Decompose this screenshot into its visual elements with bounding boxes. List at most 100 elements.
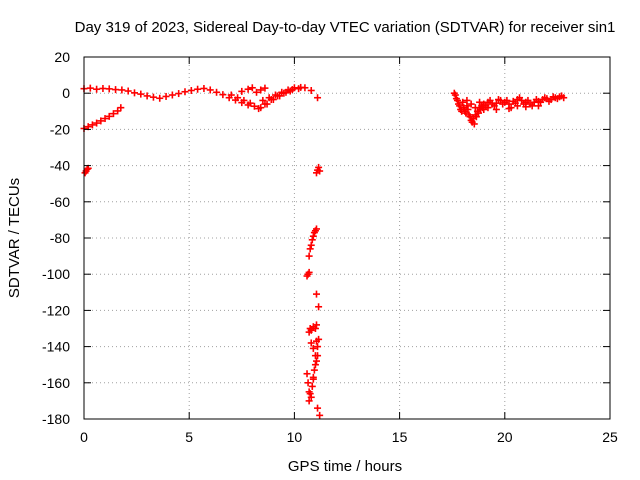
data-point <box>305 397 313 405</box>
data-point <box>453 96 461 104</box>
data-point <box>261 100 269 108</box>
data-points <box>80 83 568 419</box>
data-point <box>315 335 323 343</box>
y-tick-labels: 20 0 -20 -40 -60 -80 -100 -120 -140 -160 -180 <box>42 49 70 427</box>
data-point <box>234 94 242 102</box>
data-point <box>259 96 267 104</box>
data-point <box>456 102 464 110</box>
data-point <box>267 96 275 104</box>
y-tick-label: -100 <box>42 266 70 282</box>
data-point <box>464 105 472 113</box>
x-tick-label: 5 <box>185 429 193 445</box>
data-point <box>255 105 263 113</box>
axis-ticks <box>83 56 611 420</box>
data-point <box>101 115 109 123</box>
data-point <box>194 85 202 93</box>
data-point <box>162 92 170 100</box>
data-point <box>314 94 322 102</box>
data-point <box>312 357 320 365</box>
data-point <box>219 91 227 99</box>
y-tick-label: -40 <box>50 158 70 174</box>
data-point <box>499 100 507 108</box>
data-point <box>505 105 513 113</box>
data-point <box>286 87 294 95</box>
y-tick-label: -80 <box>50 230 70 246</box>
data-point <box>311 325 319 332</box>
data-point <box>97 117 105 125</box>
data-point <box>316 167 324 175</box>
data-point <box>513 102 521 110</box>
y-tick-label: -120 <box>42 302 70 318</box>
data-point <box>314 404 322 412</box>
data-point <box>303 370 311 378</box>
chart-title: Day 319 of 2023, Sidereal Day-to-day VTE… <box>75 19 616 36</box>
data-point <box>306 390 314 398</box>
data-point <box>117 104 125 112</box>
data-point <box>549 93 557 101</box>
y-tick-label: -180 <box>42 411 70 427</box>
data-point <box>187 86 195 94</box>
data-point <box>93 85 101 93</box>
data-point <box>99 84 107 92</box>
y-tick-label: -60 <box>50 194 70 210</box>
data-point <box>516 94 524 102</box>
data-point <box>93 119 101 127</box>
data-point <box>451 91 459 99</box>
data-point <box>206 86 214 94</box>
data-point <box>309 232 317 240</box>
data-point <box>307 339 315 347</box>
data-point <box>541 94 549 102</box>
data-point <box>143 92 151 100</box>
plot-frame <box>83 56 611 420</box>
data-point <box>316 411 324 419</box>
data-point <box>466 113 474 121</box>
data-point <box>308 236 316 244</box>
data-point <box>244 85 252 93</box>
data-point <box>305 268 313 276</box>
data-point <box>312 290 320 298</box>
data-point <box>114 107 122 115</box>
grid-lines <box>84 57 610 419</box>
data-point <box>467 100 475 108</box>
data-point <box>470 120 478 128</box>
data-point <box>534 102 542 110</box>
data-point <box>480 105 488 113</box>
data-point <box>304 379 312 387</box>
x-tick-label: 25 <box>602 429 618 445</box>
data-point <box>181 88 189 96</box>
data-point <box>86 84 94 92</box>
data-point <box>471 104 479 112</box>
data-point <box>280 89 288 97</box>
data-point <box>490 102 498 110</box>
data-point <box>124 87 132 95</box>
data-point <box>250 102 258 110</box>
data-point <box>537 98 545 106</box>
data-point <box>524 96 532 104</box>
y-tick-label: 0 <box>62 85 70 101</box>
data-point <box>532 96 540 104</box>
data-point <box>130 89 138 97</box>
data-point <box>200 84 208 92</box>
y-tick-label: -20 <box>50 121 70 137</box>
data-point <box>105 85 113 93</box>
data-point <box>460 104 468 112</box>
data-point <box>494 96 502 104</box>
y-axis-label: SDTVAR / TECUs <box>6 178 23 298</box>
data-point <box>312 225 320 233</box>
data-point <box>314 343 322 351</box>
data-point <box>309 373 317 381</box>
data-point <box>463 96 471 104</box>
data-point <box>306 245 314 253</box>
data-point <box>261 84 269 92</box>
data-point <box>305 252 313 260</box>
data-point <box>307 241 315 249</box>
data-point <box>312 321 320 329</box>
data-point <box>290 84 298 92</box>
data-point <box>315 163 323 171</box>
data-point <box>88 121 96 129</box>
data-point <box>112 86 120 94</box>
data-point <box>492 105 500 113</box>
data-point <box>137 90 145 98</box>
data-point <box>503 96 511 104</box>
data-point <box>297 83 305 91</box>
